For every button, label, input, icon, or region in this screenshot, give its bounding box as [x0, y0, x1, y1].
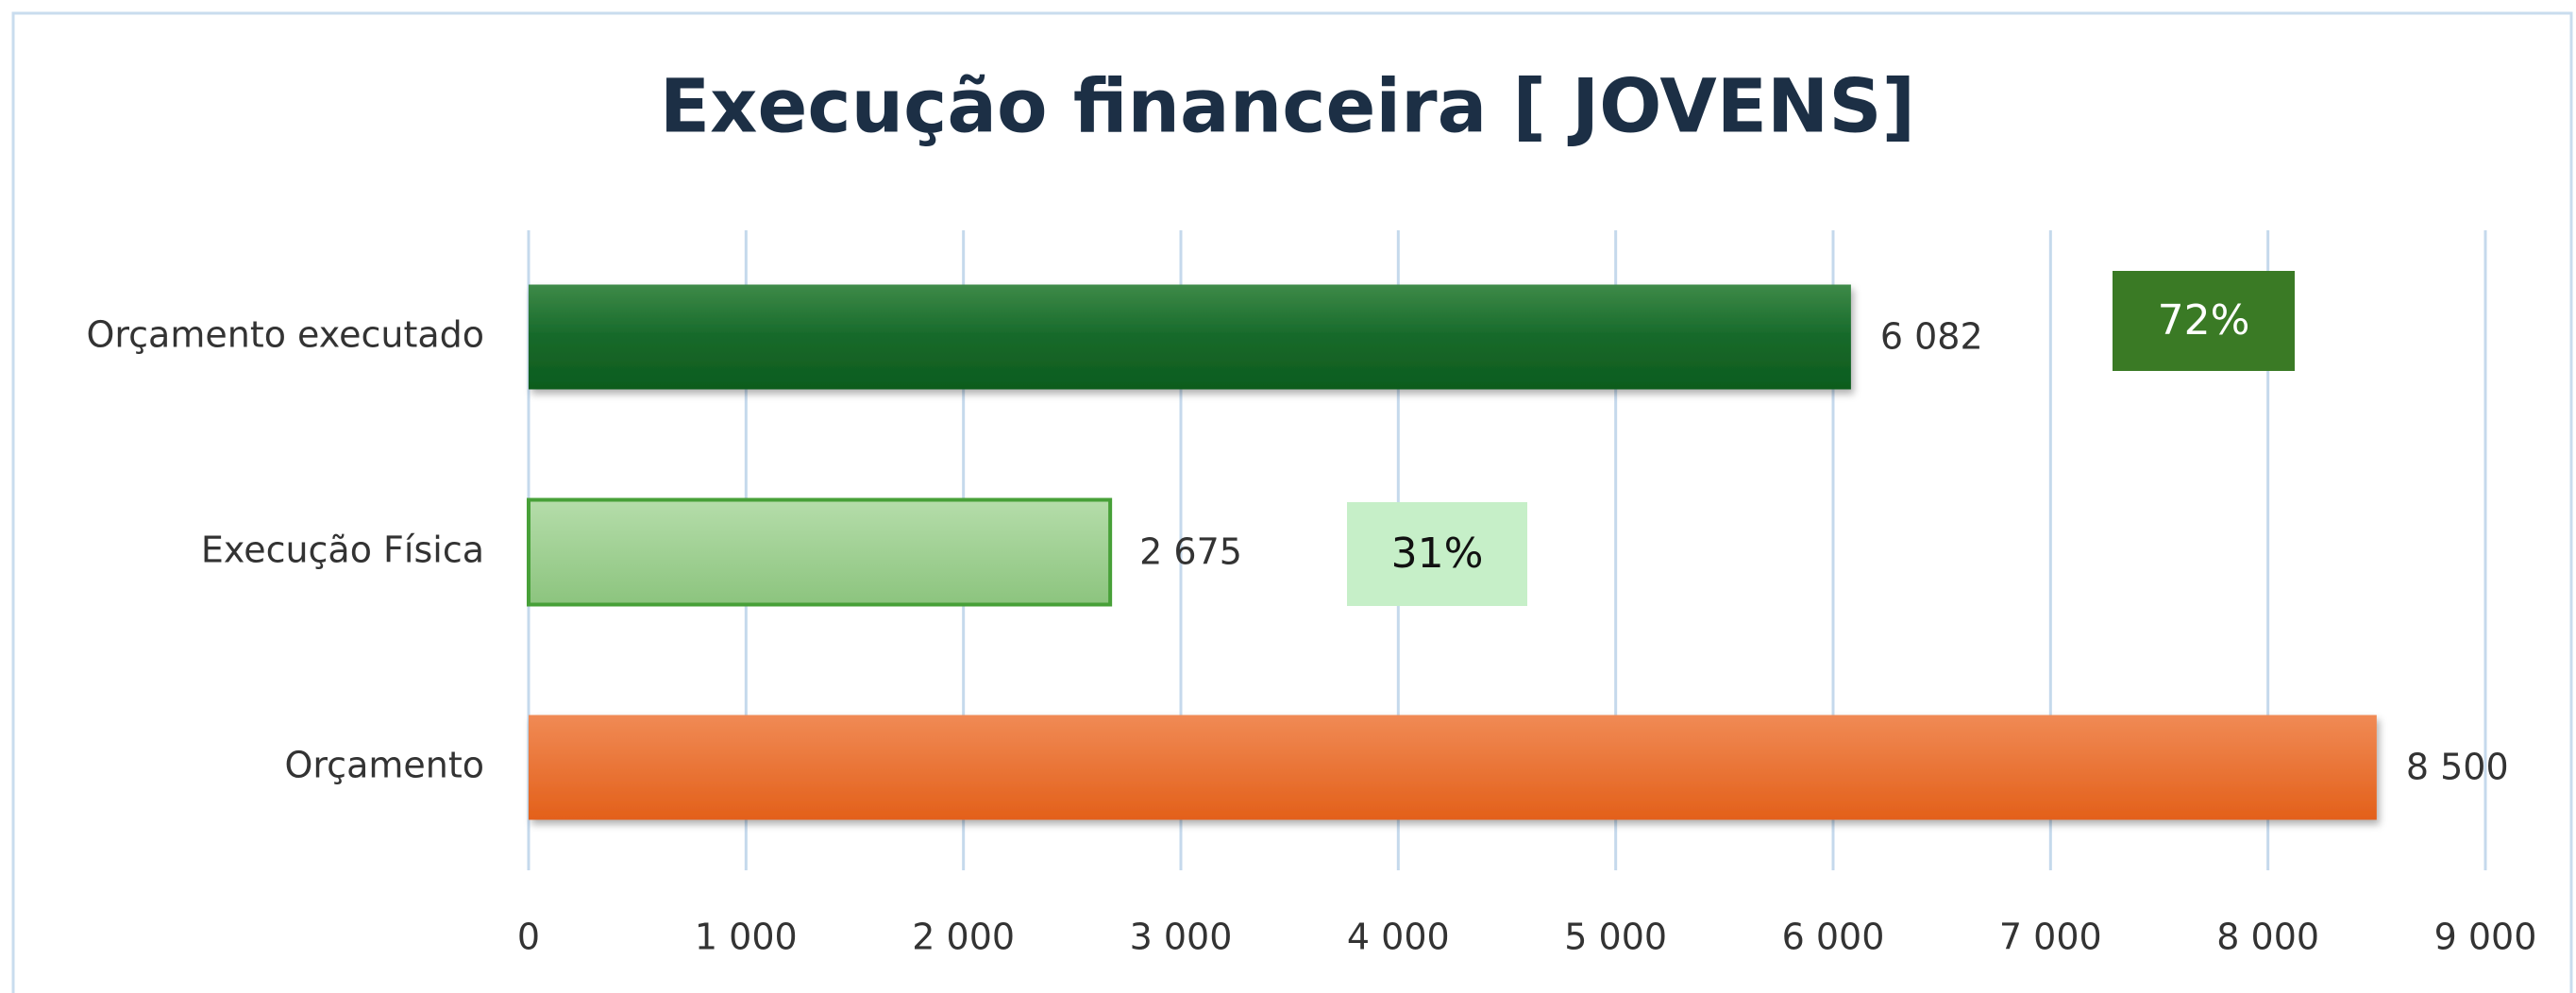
x-tick-label: 3 000	[1130, 917, 1233, 958]
annotation-box	[1347, 502, 1527, 606]
x-tick-label: 2 000	[912, 917, 1015, 958]
value-label: 2 675	[1139, 531, 1242, 573]
category-label: Execução Física	[201, 530, 484, 571]
x-tick-label: 0	[517, 917, 540, 958]
chart-title: Execução financeira [ JOVENS]	[660, 64, 1915, 149]
annotation-box	[2113, 271, 2295, 371]
x-tick-label: 6 000	[1782, 917, 1885, 958]
value-label: 6 082	[1880, 316, 1983, 358]
bar	[527, 497, 1113, 607]
x-tick-label: 7 000	[1999, 917, 2102, 958]
x-tick-label: 4 000	[1347, 917, 1450, 958]
bar	[529, 284, 1851, 390]
x-tick-label: 5 000	[1564, 917, 1667, 958]
chart-frame	[11, 11, 2573, 993]
annotation: 72%	[2158, 296, 2250, 345]
annotation: 31%	[1391, 530, 1484, 578]
x-tick-label: 9 000	[2434, 917, 2537, 958]
value-label: 8 500	[2406, 747, 2509, 788]
category-label: Orçamento executado	[86, 314, 484, 356]
x-tick-label: 1 000	[695, 917, 798, 958]
x-tick-label: 8 000	[2216, 917, 2319, 958]
bar	[529, 715, 2377, 820]
category-label: Orçamento	[284, 745, 484, 786]
